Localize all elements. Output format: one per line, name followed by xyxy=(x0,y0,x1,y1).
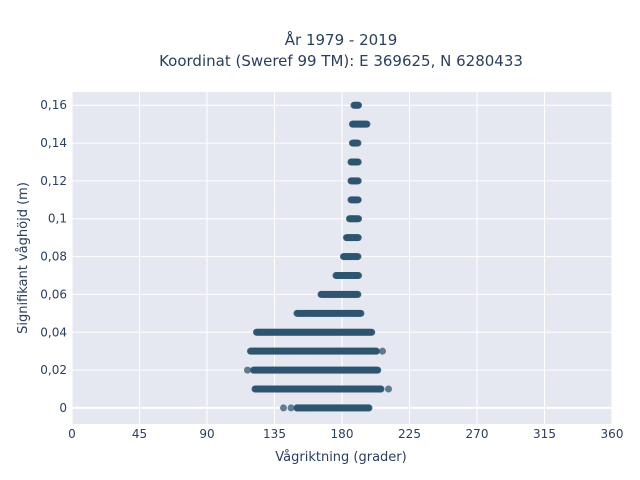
data-point xyxy=(354,253,362,261)
x-tick-label: 225 xyxy=(398,427,421,441)
x-axis-title: Vågriktning (grader) xyxy=(275,450,406,465)
chart-title-line1: År 1979 - 2019 xyxy=(285,30,398,49)
x-tick-label: 45 xyxy=(132,427,147,441)
chart-title-line2: Koordinat (Sweref 99 TM): E 369625, N 62… xyxy=(159,52,523,70)
data-point xyxy=(355,215,362,223)
y-tick-label: 0 xyxy=(59,401,67,415)
y-tick-label: 0,08 xyxy=(40,250,67,264)
y-tick-label: 0,12 xyxy=(40,174,67,188)
data-point xyxy=(363,120,371,128)
data-point xyxy=(373,347,380,355)
data-point xyxy=(365,404,373,412)
data-point xyxy=(287,404,295,412)
data-point xyxy=(385,385,392,393)
data-point xyxy=(354,196,362,204)
data-point xyxy=(244,366,251,374)
x-tick-label: 90 xyxy=(199,427,214,441)
y-tick-label: 0,14 xyxy=(40,136,67,150)
data-points xyxy=(244,101,392,412)
data-point xyxy=(354,177,362,185)
x-tick-label: 315 xyxy=(533,427,556,441)
data-point xyxy=(379,347,386,355)
data-point xyxy=(357,309,365,317)
data-point xyxy=(368,328,376,336)
data-point xyxy=(354,234,362,242)
x-tick-label: 360 xyxy=(601,427,624,441)
data-point xyxy=(354,290,362,298)
data-point xyxy=(355,101,362,109)
y-tick-label: 0,06 xyxy=(40,287,67,301)
y-tick-label: 0,04 xyxy=(40,325,67,339)
data-point xyxy=(298,404,305,412)
x-tick-label: 180 xyxy=(331,427,354,441)
data-point xyxy=(355,272,362,279)
y-tick-label: 0,02 xyxy=(40,363,67,377)
data-point xyxy=(354,158,362,166)
y-tick-label: 0,1 xyxy=(48,212,67,226)
y-axis-title: Signifikant våghöjd (m) xyxy=(16,182,31,334)
data-point xyxy=(377,385,385,393)
y-tick-label: 0,16 xyxy=(40,98,67,112)
data-point xyxy=(354,139,362,147)
y-axis-ticks: 0 0,02 0,04 0,06 0,08 0,1 0,12 0,14 0,16 xyxy=(40,98,67,415)
data-point xyxy=(374,366,382,374)
x-axis-ticks: 0 45 90 135 180 225 270 315 360 xyxy=(68,427,623,441)
x-tick-label: 135 xyxy=(263,427,286,441)
x-tick-label: 0 xyxy=(68,427,76,441)
x-tick-label: 270 xyxy=(466,427,489,441)
data-point xyxy=(305,404,313,412)
data-point xyxy=(280,404,287,412)
